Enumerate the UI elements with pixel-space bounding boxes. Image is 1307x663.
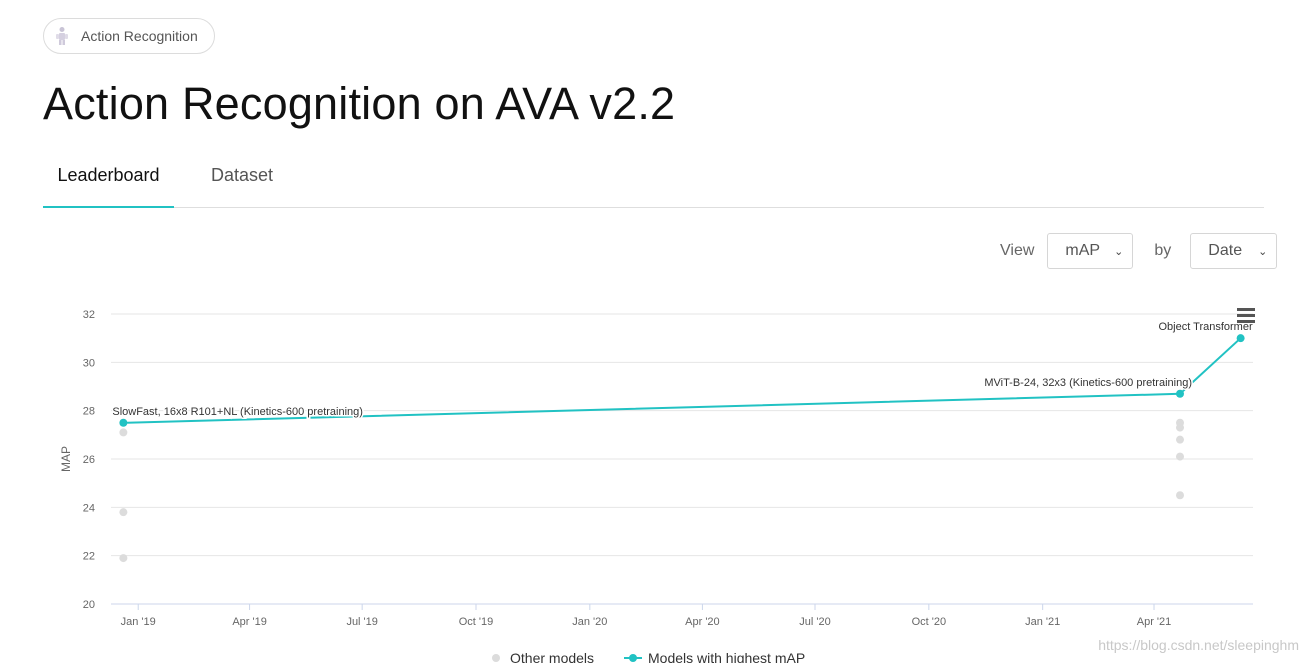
- x-tick-label: Jan '20: [572, 616, 607, 628]
- sota-model-label: Object Transformer: [1158, 321, 1252, 333]
- legend-sota-marker: [629, 654, 637, 662]
- x-tick-label: Apr '20: [685, 616, 720, 628]
- other-model-point: [1176, 452, 1185, 461]
- grid-lines: [111, 313, 1253, 557]
- sota-chart: 20 22 24 26 28 30 32 Jan '19 Apr '19 Jul '19 Oct '…: [59, 308, 1255, 663]
- data-points: [119, 334, 1245, 563]
- legend-sota-label: Models with highest mAP: [648, 650, 805, 663]
- task-chip[interactable]: Action Recognition: [43, 18, 215, 54]
- chevron-down-icon: ⌄: [1258, 245, 1268, 258]
- axes: 20 22 24 26 28 30 32 Jan '19 Apr '19 Jul '19 Oct '…: [59, 309, 1253, 628]
- watermark: https://blog.csdn.net/sleepinghm: [1098, 637, 1299, 653]
- y-axis-label: MAP: [59, 446, 73, 472]
- legend-other-marker: [492, 654, 500, 662]
- page-title: Action Recognition on AVA v2.2: [43, 78, 676, 129]
- y-tick-label: 28: [83, 406, 95, 418]
- other-model-point: [1176, 435, 1185, 444]
- x-axis-select[interactable]: Date ⌄: [1190, 233, 1278, 269]
- x-tick-label: Oct '19: [459, 616, 494, 628]
- metric-select-value: mAP: [1065, 242, 1101, 259]
- chevron-down-icon: ⌄: [1114, 245, 1124, 258]
- other-model-point: [119, 508, 128, 517]
- legend-other-label: Other models: [510, 650, 594, 663]
- x-tick-label: Jul '19: [346, 616, 377, 628]
- chart-controls: View mAP ⌄ by Date ⌄: [1000, 232, 1278, 270]
- sota-model-point: [1176, 389, 1185, 398]
- data-labels: SlowFast, 16x8 R101+NL (Kinetics-600 pre…: [111, 320, 1255, 420]
- chart-menu-icon[interactable]: [1237, 308, 1255, 323]
- other-model-point: [119, 554, 128, 563]
- view-label: View: [1000, 242, 1035, 259]
- sota-model-label: SlowFast, 16x8 R101+NL (Kinetics-600 pre…: [112, 406, 363, 418]
- other-model-point: [119, 428, 128, 437]
- tab-bar: Leaderboard Dataset: [43, 150, 1264, 208]
- x-tick-label: Apr '19: [232, 616, 267, 628]
- sota-model-label: MViT-B-24, 32x3 (Kinetics-600 pretrainin…: [984, 377, 1192, 389]
- sota-model-point: [1236, 334, 1245, 343]
- tab-dataset[interactable]: Dataset: [210, 165, 274, 185]
- x-tick-label: Jan '21: [1025, 616, 1060, 628]
- y-tick-label: 22: [83, 551, 95, 563]
- action-figure-icon: [56, 27, 68, 45]
- x-axis-select-value: Date: [1208, 242, 1243, 259]
- metric-select[interactable]: mAP ⌄: [1047, 233, 1134, 269]
- legend: Other models Models with highest mAP: [492, 650, 805, 663]
- x-tick-label: Apr '21: [1137, 616, 1172, 628]
- tab-leaderboard[interactable]: Leaderboard: [43, 150, 174, 208]
- other-model-point: [1176, 491, 1185, 500]
- x-tick-label: Jul '20: [799, 616, 830, 628]
- sota-model-point: [119, 418, 128, 427]
- other-model-point: [1176, 423, 1185, 432]
- x-tick-label: Jan '19: [121, 616, 156, 628]
- y-tick-label: 20: [83, 599, 95, 611]
- by-label: by: [1154, 242, 1172, 259]
- y-tick-label: 30: [83, 357, 95, 369]
- y-tick-label: 26: [83, 454, 95, 466]
- y-tick-label: 24: [83, 502, 95, 514]
- y-tick-label: 32: [83, 309, 95, 321]
- task-chip-label: Action Recognition: [81, 28, 198, 44]
- x-tick-label: Oct '20: [912, 616, 947, 628]
